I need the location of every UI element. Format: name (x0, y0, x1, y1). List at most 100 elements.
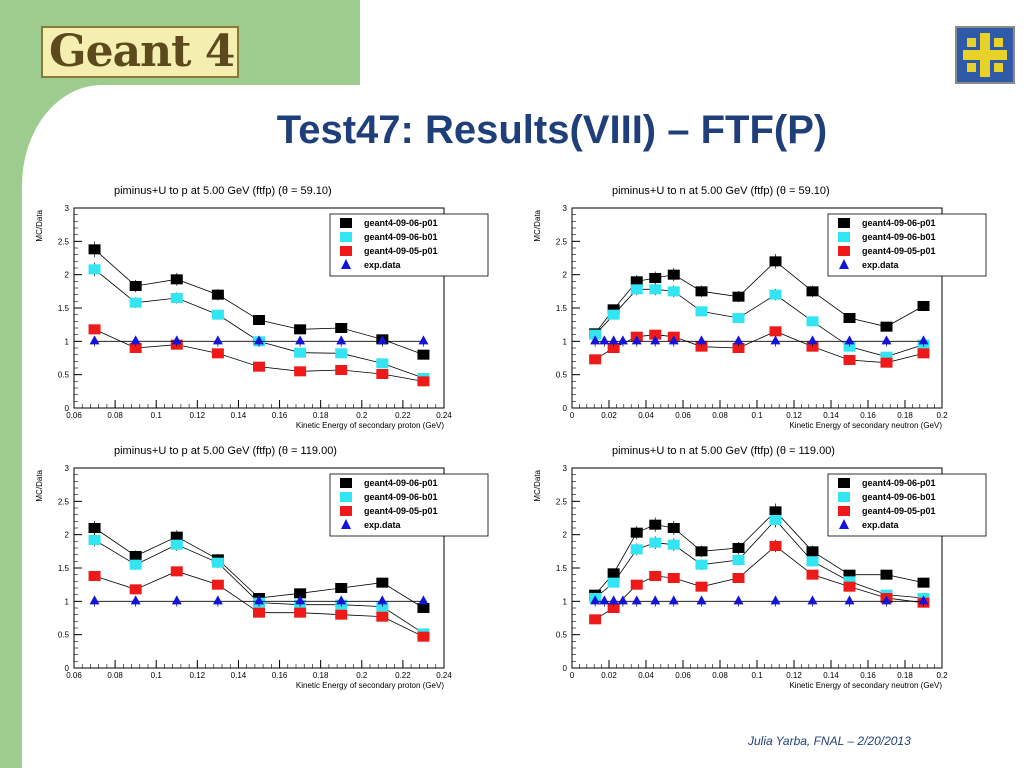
data-point (769, 506, 782, 517)
x-tick-label: 0 (570, 671, 575, 680)
data-point (696, 335, 707, 345)
data-point (335, 583, 348, 593)
data-point (253, 361, 265, 372)
y-tick-label: 0.5 (58, 631, 70, 640)
series-geant4-09-05-p01 (88, 324, 430, 387)
legend-swatch (838, 492, 850, 502)
x-tick-label: 0.04 (638, 411, 654, 420)
data-point (918, 595, 929, 605)
data-point (376, 358, 389, 369)
series-line (94, 539, 424, 634)
data-point (880, 357, 893, 368)
y-tick-label: 3 (65, 464, 70, 473)
data-point (88, 324, 101, 335)
legend-swatch (838, 232, 850, 242)
x-tick-label: 0.16 (860, 411, 876, 420)
x-axis-label: Kinetic Energy of secondary proton (GeV) (296, 421, 444, 430)
data-point (918, 335, 929, 345)
data-point (253, 607, 265, 618)
x-tick-label: 0.12 (190, 411, 206, 420)
data-point (88, 571, 101, 581)
x-tick-label: 0.12 (786, 671, 802, 680)
legend: geant4-09-06-p01 geant4-09-06-b01 geant4-0… (329, 213, 489, 277)
series-geant4-09-05-p01 (589, 326, 930, 368)
data-point (607, 603, 620, 613)
data-point (417, 631, 430, 642)
data-point (129, 559, 142, 570)
legend-box (329, 213, 489, 277)
data-point (617, 595, 628, 605)
x-axis-label: Kinetic Energy of secondary neutron (GeV… (789, 421, 942, 430)
data-point (769, 515, 782, 525)
x-axis-label: Kinetic Energy of secondary neutron (GeV… (789, 681, 942, 690)
legend-entry: geant4-09-06-p01 (862, 478, 936, 488)
x-tick-label: 0.08 (712, 671, 728, 680)
data-point (211, 579, 224, 590)
legend-swatch (838, 506, 850, 516)
x-tick-label: 0 (570, 411, 575, 420)
data-point (843, 313, 856, 323)
data-point (769, 326, 782, 337)
data-point (599, 335, 610, 345)
data-point (130, 595, 141, 605)
x-tick-label: 0.1 (751, 671, 763, 680)
data-point (170, 293, 183, 303)
data-point (630, 527, 643, 538)
series-line (594, 288, 924, 358)
data-point (880, 351, 893, 362)
y-tick-label: 1 (563, 597, 568, 606)
data-point (806, 546, 819, 557)
data-point (667, 523, 680, 533)
data-point (376, 577, 389, 588)
data-point (295, 595, 306, 605)
data-point (589, 614, 602, 625)
data-point (377, 335, 388, 345)
x-tick-label: 0.2 (356, 671, 368, 680)
y-tick-label: 0 (563, 664, 568, 673)
y-tick-label: 3 (65, 204, 70, 213)
chart-title: piminus+U to n at 5.00 GeV (ftfp) (θ = 1… (612, 445, 835, 457)
series-exp-data (89, 595, 429, 607)
data-point (607, 309, 620, 320)
data-point (732, 543, 745, 553)
series-exp-data (89, 335, 429, 347)
data-point (418, 595, 429, 605)
slide-title: Test47: Results(VIII) – FTF(P) (276, 108, 828, 152)
x-tick-label: 0.16 (860, 671, 876, 680)
data-point (89, 595, 100, 605)
data-point (880, 569, 893, 580)
data-point (89, 335, 100, 345)
data-point (769, 256, 782, 267)
y-tick-label: 1.5 (58, 564, 70, 573)
data-point (88, 523, 101, 533)
data-point (129, 584, 142, 595)
y-tick-label: 2 (563, 271, 568, 280)
data-point (650, 335, 661, 345)
x-tick-label: 0.18 (897, 411, 913, 420)
data-point (377, 595, 388, 605)
y-tick-label: 2.5 (556, 497, 568, 506)
legend-entry: geant4-09-06-p01 (364, 218, 438, 228)
data-point (335, 323, 348, 333)
series-line (594, 510, 924, 595)
data-point (211, 289, 224, 300)
data-point (417, 349, 430, 360)
chart-neutron-59: piminus+U to n at 5.00 GeV (ftfp) (θ = 5… (533, 185, 987, 430)
data-point (843, 569, 856, 580)
data-point (695, 559, 708, 570)
data-point (335, 609, 348, 620)
legend-entry: geant4-09-05-p01 (862, 506, 936, 516)
data-point (695, 306, 708, 317)
logo-text: Geant 4 (49, 26, 235, 77)
y-tick-label: 1.5 (556, 304, 568, 313)
x-tick-label: 0.06 (675, 671, 691, 680)
data-point (294, 607, 307, 618)
data-point (130, 335, 141, 345)
y-axis-label: MC/Data (533, 209, 542, 241)
data-point (695, 286, 708, 297)
data-point (843, 581, 856, 592)
legend-entry: geant4-09-05-p01 (364, 246, 438, 256)
data-point (844, 595, 855, 605)
data-point (732, 291, 745, 302)
data-point (589, 354, 602, 365)
